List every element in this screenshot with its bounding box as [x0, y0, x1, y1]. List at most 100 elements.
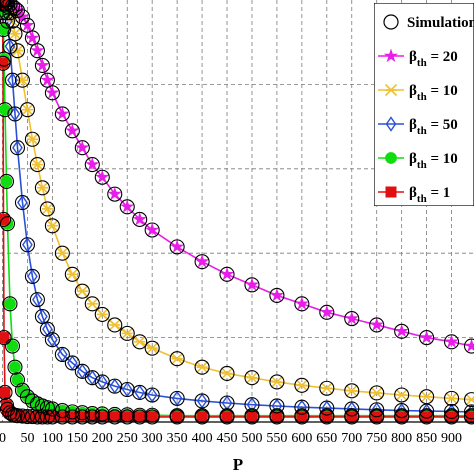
x-tick-label: 850 — [416, 431, 437, 446]
legend-label: βth = 50 — [409, 117, 458, 137]
simulation-point — [194, 409, 210, 425]
data-point-x — [41, 202, 54, 215]
simulation-point — [14, 195, 31, 211]
data-point-x — [108, 318, 121, 332]
simulation-point — [194, 393, 210, 409]
data-point-star — [464, 338, 474, 353]
simulation-point — [169, 409, 185, 425]
simulation-point — [4, 72, 21, 88]
simulation-point — [44, 332, 60, 348]
simulation-point — [463, 409, 474, 425]
simulation-point — [94, 169, 110, 185]
legend-label: Simulation — [407, 15, 474, 31]
simulation-point — [107, 409, 123, 425]
simulation-point — [144, 222, 160, 238]
data-point-star — [394, 323, 409, 338]
simulation-point — [107, 378, 123, 394]
simulation-point — [54, 106, 70, 122]
simulation-point — [319, 409, 335, 425]
simulation-point — [2, 38, 18, 54]
data-point-square — [0, 213, 9, 225]
simulation-point — [294, 409, 310, 425]
legend-label-value: = 20 — [427, 49, 458, 65]
data-point-star — [120, 199, 135, 213]
simulation-point — [84, 296, 100, 312]
simulation-point — [74, 140, 90, 156]
legend-label-value: = 10 — [427, 151, 458, 167]
data-point-square — [134, 411, 146, 423]
data-point-square — [146, 411, 158, 423]
x-tick-label: 150 — [67, 431, 88, 446]
data-point-x — [36, 181, 49, 194]
simulation-point — [0, 211, 12, 227]
simulation-point — [443, 334, 460, 350]
data-point-square — [221, 411, 233, 423]
x-tick-label: 100 — [42, 431, 63, 446]
simulation-point — [0, 0, 11, 12]
legend-label-sub: th — [417, 159, 427, 171]
legend-entry: βth = 20 — [378, 48, 458, 69]
data-point-x — [86, 297, 99, 310]
simulation-point — [394, 323, 410, 339]
x-tick-label: 450 — [217, 431, 238, 446]
simulation-point — [144, 340, 160, 356]
simulation-point — [119, 199, 135, 215]
simulation-point — [319, 400, 335, 416]
simulation-point — [14, 408, 31, 424]
data-point-star — [55, 106, 70, 121]
legend-box — [374, 3, 474, 206]
legend-label-beta: β — [409, 117, 417, 133]
data-point-x — [96, 308, 109, 321]
simulation-point — [344, 409, 360, 425]
simulation-point — [44, 401, 60, 417]
x-tick-label: 300 — [142, 431, 163, 446]
simulation-point — [0, 102, 13, 118]
simulation-point — [144, 409, 160, 425]
simulation-point — [244, 277, 260, 293]
simulation-point — [29, 292, 45, 308]
simulation-point — [44, 218, 60, 234]
data-point-star — [95, 169, 110, 184]
simulation-point — [169, 390, 185, 406]
data-point-circle — [4, 297, 16, 310]
data-point-x — [320, 382, 333, 395]
data-point-square — [196, 411, 208, 423]
legend-label-value: = 50 — [427, 117, 458, 133]
x-tick-label: 900 — [441, 431, 462, 446]
simulation-point — [244, 397, 260, 413]
data-point-x — [245, 371, 259, 384]
simulation-point — [64, 123, 80, 139]
legend-label-sub: th — [417, 57, 427, 69]
data-point-square — [466, 411, 474, 423]
simulation-point — [29, 409, 45, 425]
simulation-point — [443, 403, 460, 420]
simulation-point — [54, 346, 70, 363]
simulation-point — [34, 409, 50, 425]
simulation-point — [369, 409, 385, 425]
simulation-point — [443, 390, 460, 406]
data-point-x — [465, 393, 474, 406]
x-tick-label: 700 — [341, 431, 362, 446]
data-point-star — [269, 287, 285, 302]
simulation-point — [269, 374, 285, 390]
data-point-star — [219, 266, 235, 281]
data-point-circle — [9, 361, 21, 374]
data-point-x — [196, 361, 209, 374]
data-point-star — [132, 211, 147, 226]
simulation-point — [34, 180, 50, 196]
simulation-point — [419, 409, 435, 425]
simulation-point — [344, 401, 360, 417]
simulation-point — [107, 317, 123, 333]
simulation-point — [294, 296, 310, 312]
simulation-point — [24, 393, 40, 409]
legend-label-beta: β — [409, 49, 417, 65]
data-point-star — [75, 140, 90, 154]
simulation-point — [94, 306, 110, 322]
simulation-point — [9, 140, 26, 156]
simulation-point — [419, 403, 435, 419]
legend-entry: βth = 10 — [378, 83, 458, 103]
simulation-point — [2, 5, 18, 21]
simulation-point — [29, 157, 45, 173]
simulation-point — [294, 399, 310, 415]
simulation-point — [0, 384, 13, 401]
